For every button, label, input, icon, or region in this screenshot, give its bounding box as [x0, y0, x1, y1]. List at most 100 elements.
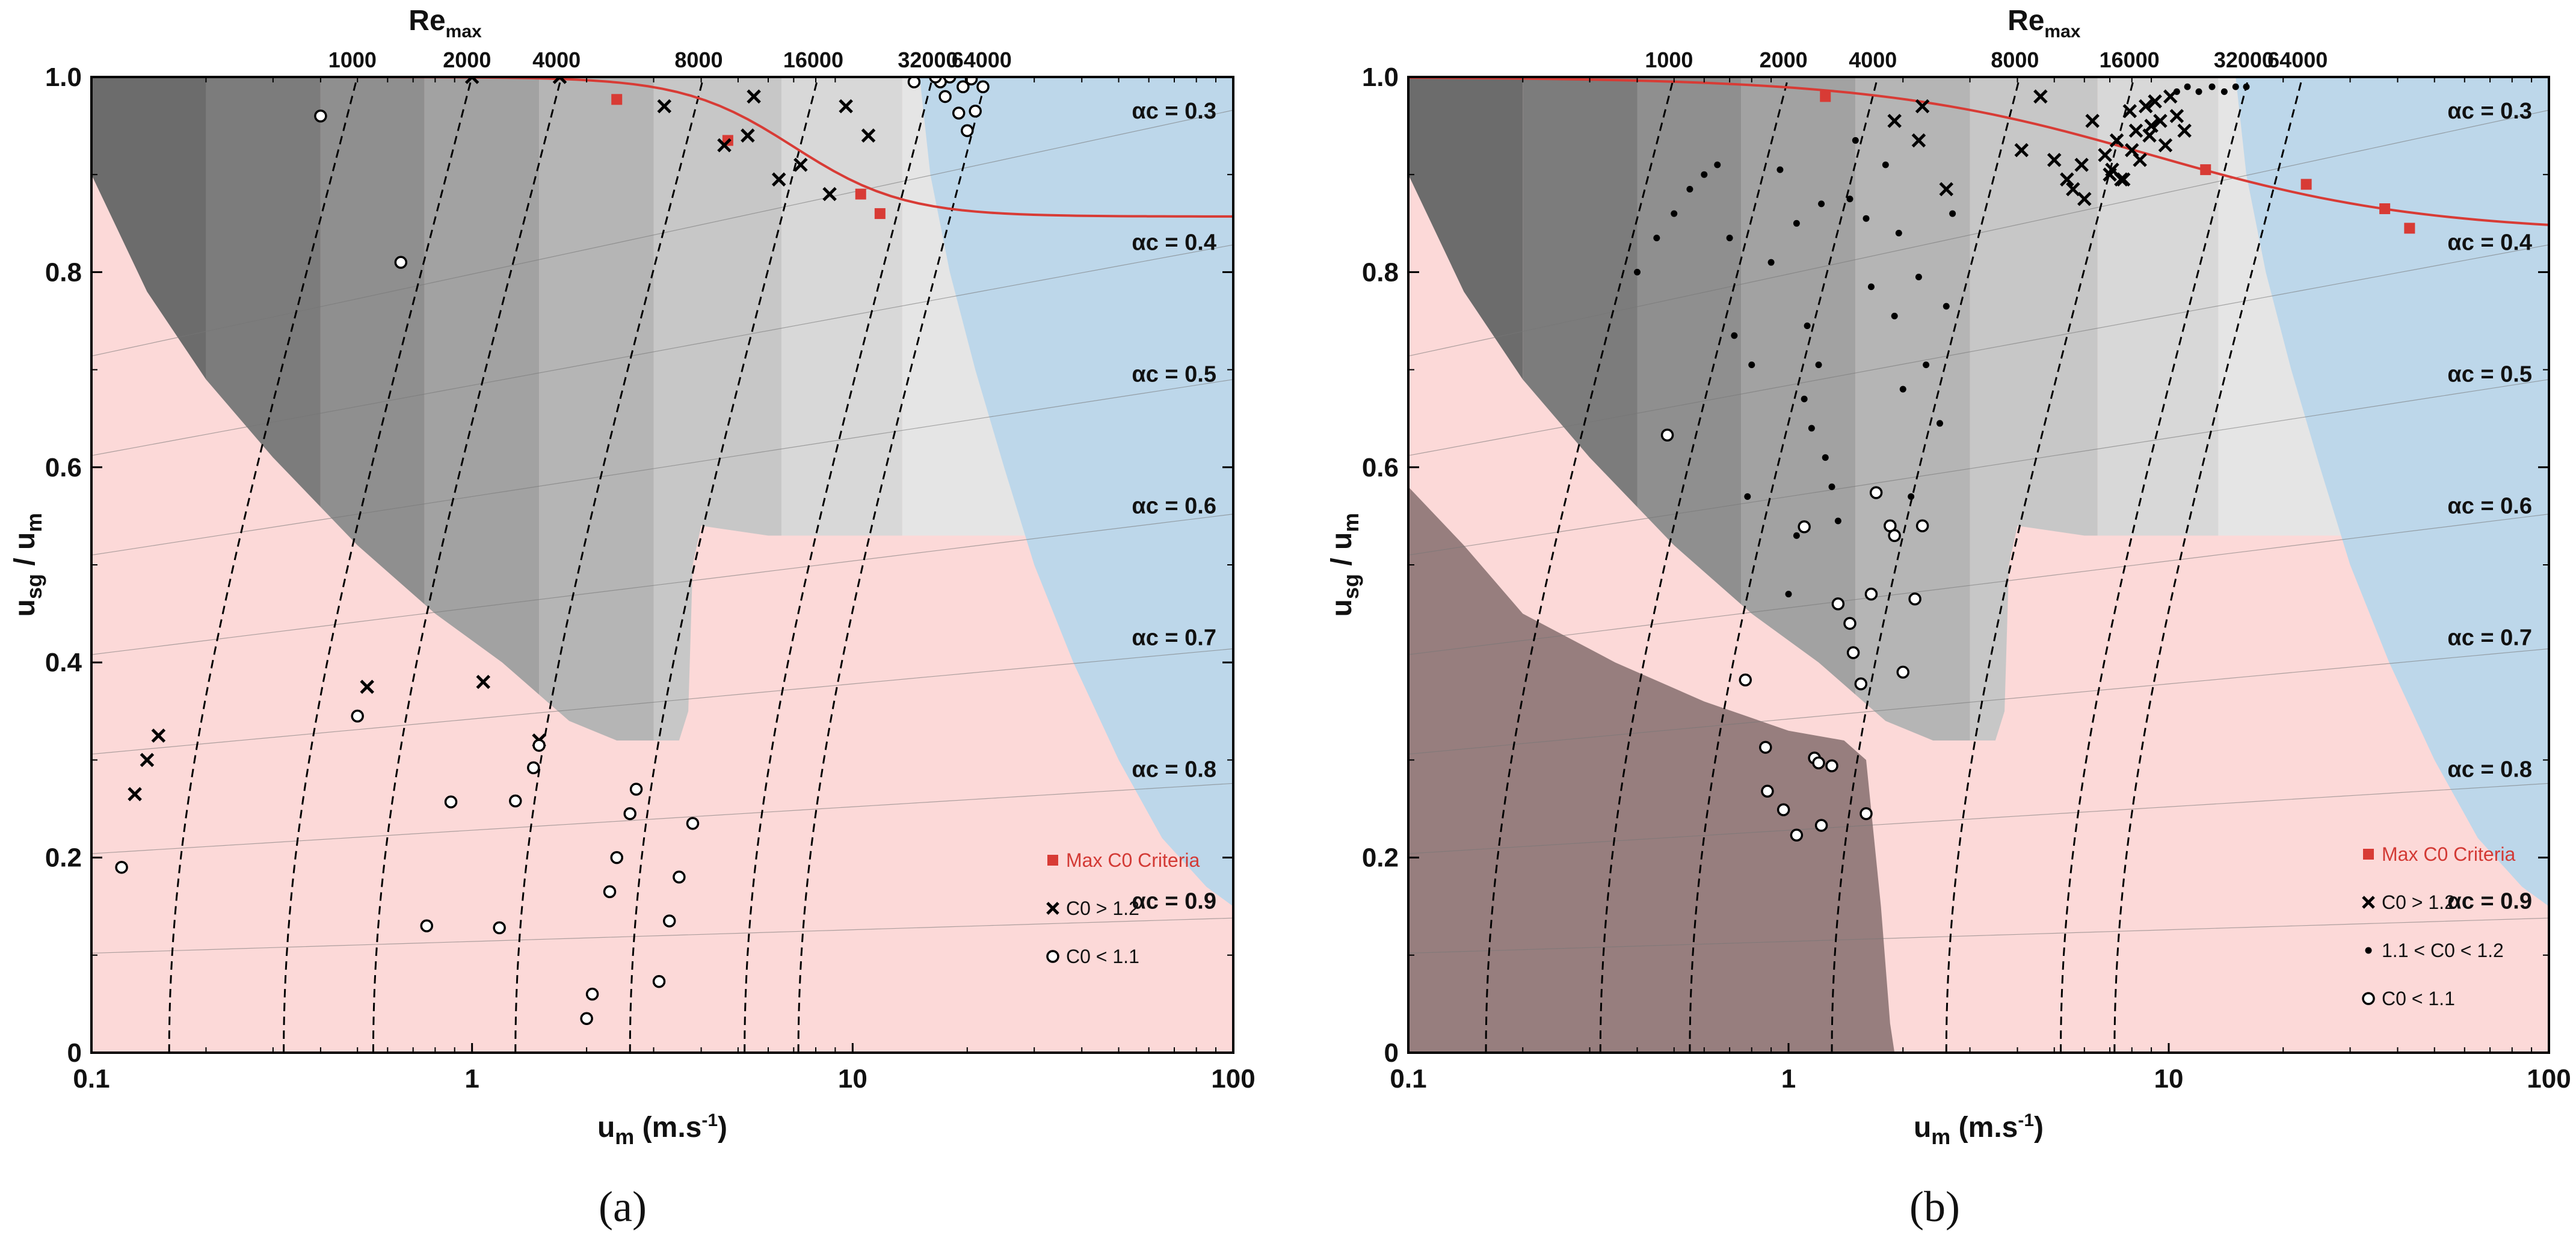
data-point-circle [686, 817, 700, 830]
data-point-circle [969, 105, 982, 118]
data-point-circle [1843, 617, 1857, 630]
data-point-dot [1744, 493, 1751, 500]
data-point-dot [1714, 161, 1721, 168]
x-tick-label: 10 [838, 1064, 867, 1094]
x-stroke [470, 77, 479, 84]
x-stroke [2085, 114, 2100, 128]
x-stroke [747, 89, 761, 104]
x-title-unit: (m.s [1950, 1112, 2018, 1144]
legend-label: Max C0 Criteria [1066, 849, 1200, 871]
re-tick-label: 16000 [2100, 48, 2160, 72]
data-point-circle [1660, 428, 1674, 442]
data-point-x [2077, 191, 2092, 206]
max-c0-marker [2200, 164, 2211, 176]
alpha-label: αc = 0.7 [2447, 626, 2532, 651]
regions-layer [91, 77, 1233, 1053]
x-stroke [2060, 172, 2074, 187]
data-point-x [747, 89, 761, 104]
alpha-gridline [91, 783, 1233, 854]
data-point-x [1915, 99, 1930, 114]
re-tick-label: 64000 [2267, 48, 2328, 72]
data-point-circle [603, 885, 617, 899]
y-title-mid: / u [1326, 532, 1358, 574]
max-c0-marker [2379, 203, 2391, 214]
alpha-label: αc = 0.5 [1132, 362, 1216, 387]
legend-item: C0 > 1.2 [1046, 897, 1139, 919]
data-point-dot [1863, 215, 1870, 222]
alpha-gridline [1408, 783, 2549, 854]
data-point-dot [1818, 200, 1825, 208]
x-stroke [2124, 143, 2139, 158]
data-point-dot [1793, 220, 1800, 227]
re-tick-label: 4000 [532, 48, 581, 72]
data-point-x [2047, 153, 2062, 167]
x-stroke [2158, 138, 2173, 153]
data-point-circle [629, 783, 643, 796]
data-point-circle [1888, 529, 1901, 543]
data-point-dot [1731, 332, 1738, 339]
data-point-dot [1801, 395, 1808, 402]
y-title-sub2: m [1339, 513, 1363, 532]
legend-label: C0 < 1.1 [2382, 988, 2455, 1009]
data-point-x [2124, 143, 2139, 158]
data-point-circle [610, 851, 623, 864]
alpha-label: αc = 0.3 [2447, 99, 2532, 124]
x-title-unit: (m.s [634, 1112, 701, 1144]
data-point-x [1911, 133, 1926, 148]
x-stroke [464, 77, 475, 84]
panel-sublabel: (b) [1909, 1183, 1960, 1231]
data-point-dot [1653, 235, 1660, 242]
legend-label: C0 < 1.1 [1066, 946, 1139, 967]
data-point-x [140, 753, 155, 768]
data-point-dot [1822, 454, 1829, 461]
x-stroke [2153, 114, 2168, 128]
data-point-circle [938, 90, 952, 103]
re-max-main: Re [408, 5, 445, 37]
x-stroke [793, 158, 808, 172]
x-tick-label: 100 [1211, 1064, 1255, 1094]
x-stroke [360, 679, 374, 694]
x-stroke [2148, 94, 2162, 109]
x-stroke [557, 77, 567, 84]
x-stroke [2074, 158, 2089, 172]
legend-circle-marker [1046, 950, 1059, 963]
annular-region [919, 77, 1233, 907]
data-point-circle [623, 807, 636, 821]
data-point-x [717, 138, 732, 153]
re-tick-label: 32000 [2214, 48, 2274, 72]
alpha-label: αc = 0.4 [1132, 230, 1216, 256]
x-tick-label: 0.1 [1390, 1064, 1426, 1094]
data-point-x [2177, 123, 2192, 138]
data-point-circle [976, 80, 990, 93]
data-point-circle [1908, 593, 1921, 606]
data-point-x [2153, 114, 2168, 128]
re-tick-label: 8000 [1991, 48, 2039, 72]
data-point-dot [1852, 137, 1859, 144]
x-title-main: u [597, 1112, 615, 1144]
data-point-x [2122, 104, 2137, 119]
y-title-main: u [9, 599, 41, 617]
data-point-dot [1726, 235, 1733, 242]
data-point-x [128, 787, 142, 801]
x-stroke [2128, 123, 2143, 138]
y-tick-label: 1.0 [1362, 63, 1399, 92]
x-stroke [1887, 114, 1902, 128]
data-point-circle [1915, 519, 1929, 532]
legend-label: C0 > 1.2 [1066, 897, 1139, 919]
alpha-gridline [91, 917, 1233, 954]
data-point-x [2103, 167, 2117, 182]
data-point-circle [1739, 673, 1752, 687]
data-point-circle [115, 861, 128, 874]
x-stroke [128, 787, 142, 801]
data-point-circle [1812, 756, 1825, 770]
data-point-dot [1748, 361, 1755, 368]
alpha-label: αc = 0.5 [2447, 362, 2532, 387]
x-stroke [151, 728, 166, 743]
data-point-circle [1869, 486, 1883, 499]
re-tick-label: 16000 [783, 48, 843, 72]
data-point-circle [314, 109, 327, 123]
re-max-sub: max [446, 22, 482, 42]
